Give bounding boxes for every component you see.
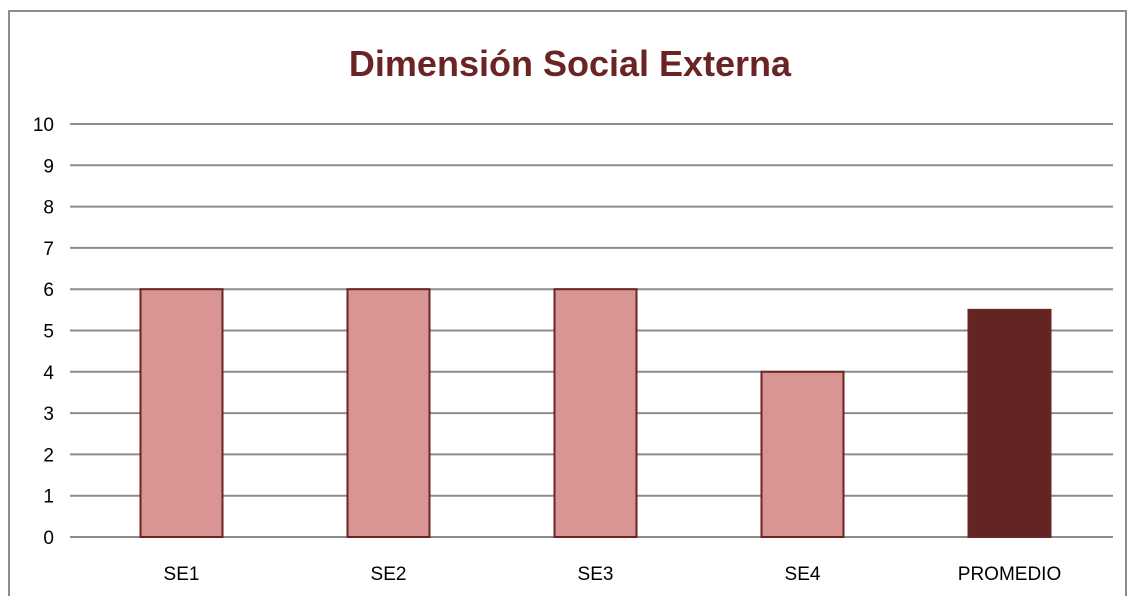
bar-se3 (553, 288, 638, 539)
y-tick-label: 1 (43, 487, 54, 508)
y-tick-label: 7 (43, 239, 54, 260)
y-axis-tick-labels: 0 1 2 3 4 5 6 7 8 9 10 (33, 115, 55, 549)
bar-se2 (346, 288, 431, 539)
y-tick-label: 6 (43, 280, 54, 301)
y-tick-label: 10 (33, 115, 54, 136)
chart-title: Dimensión Social Externa (349, 43, 792, 84)
y-tick-label: 8 (43, 198, 54, 219)
x-category-label: SE3 (578, 564, 614, 585)
bar-se1 (139, 288, 224, 539)
y-tick-label: 5 (43, 322, 54, 343)
bar-promedio (967, 308, 1052, 538)
y-tick-label: 0 (43, 528, 54, 549)
y-tick-label: 3 (43, 404, 54, 425)
x-axis-category-labels: SE1 SE2 SE3 SE4 PROMEDIO (164, 564, 1062, 585)
y-tick-label: 4 (43, 363, 54, 384)
x-category-label: SE4 (785, 564, 821, 585)
x-category-label: SE1 (164, 564, 200, 585)
bars (139, 288, 1052, 539)
y-tick-label: 9 (43, 156, 54, 177)
x-category-label: PROMEDIO (958, 564, 1061, 585)
y-tick-label: 2 (43, 445, 54, 466)
bar-se4 (760, 370, 845, 538)
x-category-label: SE2 (371, 564, 407, 585)
